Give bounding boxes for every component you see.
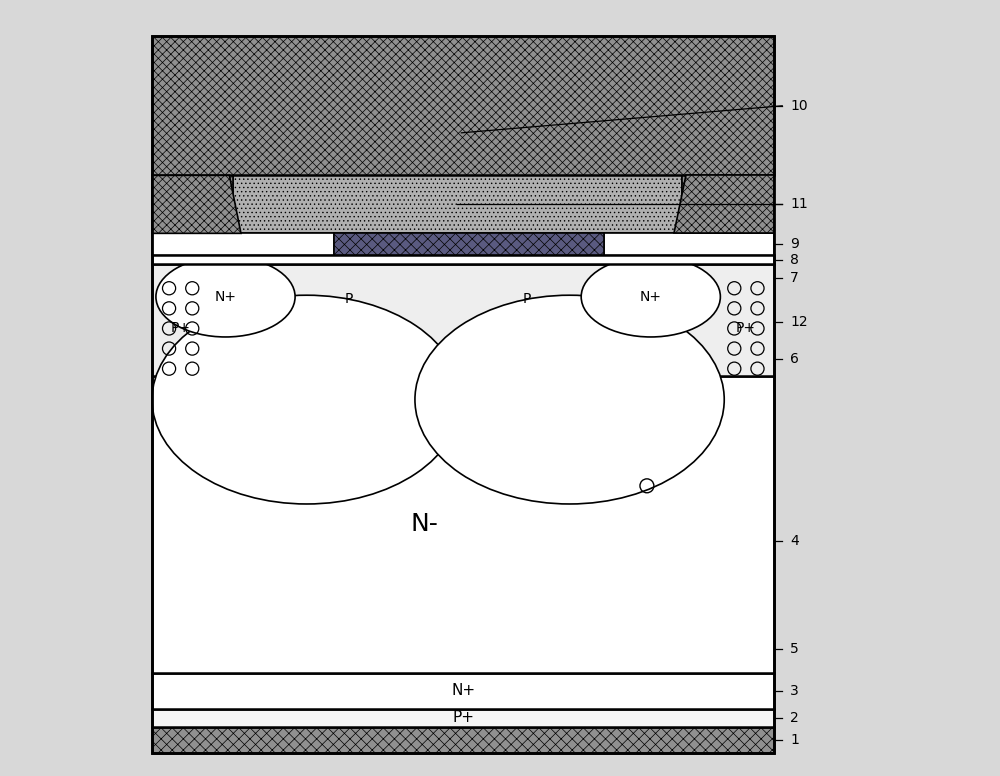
Text: 7: 7	[790, 271, 799, 286]
Bar	[152, 265, 774, 376]
Bar	[152, 709, 774, 726]
Bar	[152, 376, 774, 673]
Bar	[152, 234, 334, 255]
Ellipse shape	[415, 295, 724, 504]
Text: 3: 3	[790, 684, 799, 698]
Text: 5: 5	[790, 643, 799, 656]
Text: 10: 10	[790, 99, 808, 113]
Text: 4: 4	[790, 534, 799, 548]
Text: 9: 9	[790, 237, 799, 251]
Ellipse shape	[152, 295, 461, 504]
Bar	[152, 36, 774, 175]
Ellipse shape	[581, 257, 720, 337]
Bar	[152, 36, 774, 753]
Text: 12: 12	[790, 315, 808, 329]
Text: N+: N+	[451, 683, 475, 698]
Text: N+: N+	[640, 289, 662, 303]
Text: 11: 11	[790, 197, 808, 211]
Text: P+: P+	[452, 710, 474, 726]
Bar	[604, 234, 774, 255]
Text: P+: P+	[171, 321, 191, 335]
Bar	[152, 673, 774, 709]
Bar	[152, 726, 774, 753]
Polygon shape	[152, 175, 241, 234]
Text: P+: P+	[736, 321, 756, 335]
Bar	[152, 255, 774, 265]
Text: 6: 6	[790, 352, 799, 365]
Text: N+: N+	[215, 289, 237, 303]
Text: P: P	[345, 292, 353, 306]
Text: 8: 8	[790, 253, 799, 267]
Polygon shape	[674, 175, 774, 234]
Bar	[682, 175, 774, 234]
Text: 1: 1	[790, 733, 799, 747]
Text: P: P	[523, 292, 531, 306]
Text: 2: 2	[790, 711, 799, 725]
Text: N-: N-	[411, 512, 439, 536]
Bar	[233, 175, 682, 234]
Bar	[152, 175, 233, 234]
Ellipse shape	[156, 257, 295, 337]
Bar	[334, 234, 604, 255]
